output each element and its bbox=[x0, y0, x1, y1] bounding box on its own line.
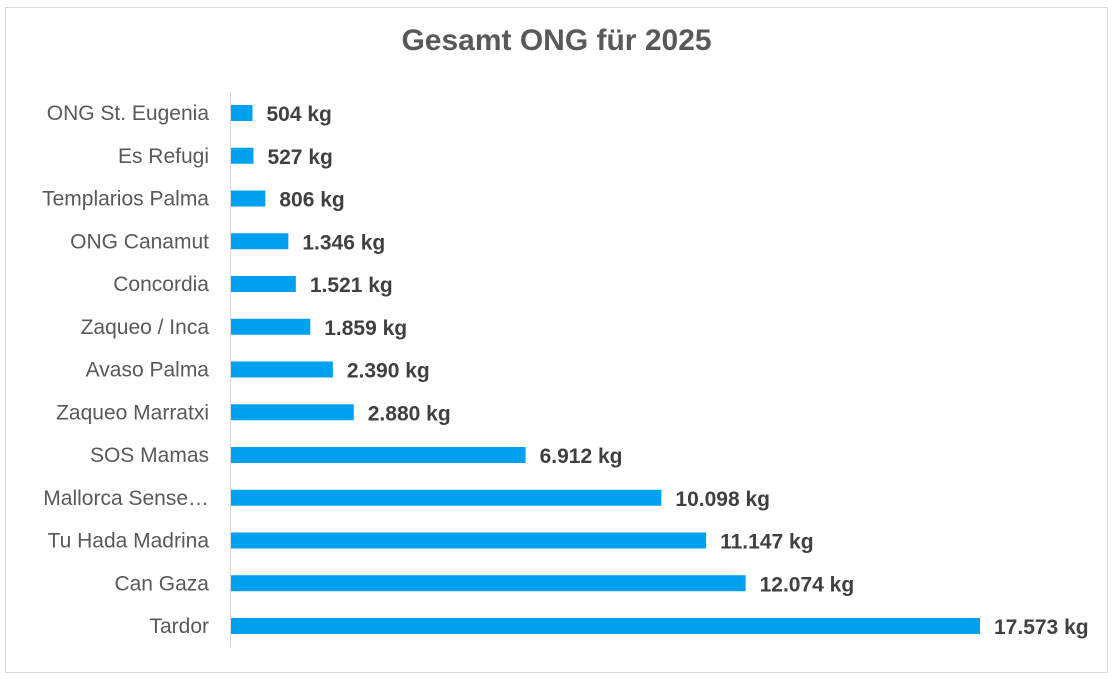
category-label: Zaqueo / Inca bbox=[81, 316, 210, 339]
bar bbox=[231, 105, 253, 121]
bar bbox=[231, 404, 354, 421]
data-label: 1.521 kg bbox=[310, 274, 393, 297]
data-label: 12.074 kg bbox=[760, 573, 855, 596]
data-label: 6.912 kg bbox=[540, 445, 623, 468]
category-label: ONG Canamut bbox=[70, 230, 209, 253]
category-label: Zaqueo Marratxi bbox=[56, 401, 209, 424]
category-label: Avaso Palma bbox=[86, 359, 210, 382]
data-label: 2.390 kg bbox=[347, 360, 430, 383]
bar bbox=[231, 147, 254, 164]
bar bbox=[231, 276, 296, 292]
category-label: Templarios Palma bbox=[42, 188, 209, 211]
bars-group: ONG St. Eugenia 504 kg Es Refugi 527 kg Temp… bbox=[42, 102, 1088, 639]
bar bbox=[231, 233, 289, 250]
bar bbox=[231, 361, 333, 378]
data-label: 17.573 kg bbox=[994, 616, 1089, 639]
category-label: Es Refugi bbox=[118, 145, 209, 168]
data-label: 1.859 kg bbox=[324, 317, 407, 340]
data-label: 527 kg bbox=[267, 146, 332, 169]
bar bbox=[231, 318, 311, 335]
bar bbox=[231, 618, 980, 634]
data-label: 11.147 kg bbox=[720, 531, 813, 554]
bar bbox=[231, 190, 266, 207]
chart-frame bbox=[5, 7, 1108, 673]
bar bbox=[231, 489, 662, 506]
category-label: Concordia bbox=[113, 273, 209, 296]
data-label: 1.346 kg bbox=[302, 231, 385, 254]
data-label: 806 kg bbox=[279, 189, 344, 212]
data-label: 2.880 kg bbox=[368, 402, 451, 425]
chart-title: Gesamt ONG für 2025 bbox=[401, 24, 712, 57]
bar bbox=[231, 447, 526, 463]
category-label: Tardor bbox=[149, 615, 209, 638]
category-label: Tu Hada Madrina bbox=[48, 530, 210, 553]
category-label: Mallorca Sense… bbox=[43, 487, 209, 510]
category-label: ONG St. Eugenia bbox=[47, 102, 210, 125]
bar bbox=[231, 575, 746, 592]
data-label: 10.098 kg bbox=[675, 488, 770, 511]
category-label: SOS Mamas bbox=[90, 444, 209, 467]
data-label: 504 kg bbox=[266, 103, 331, 126]
category-label: Can Gaza bbox=[114, 572, 209, 595]
bar bbox=[231, 532, 707, 549]
